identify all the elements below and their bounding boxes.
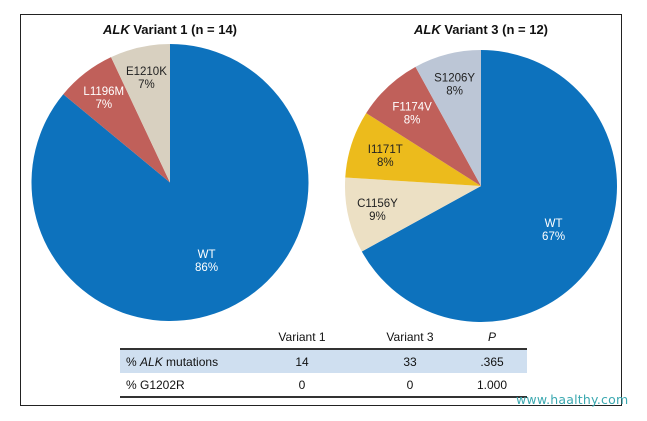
slice-percent-label: 86% xyxy=(195,262,218,274)
table-header-row: Variant 1 Variant 3 P xyxy=(120,328,527,350)
cell-p: 1.000 xyxy=(476,377,508,392)
header-variant-1: Variant 1 xyxy=(278,330,326,344)
slice-percent-label: 7% xyxy=(138,79,155,91)
cell-p: .365 xyxy=(480,354,504,369)
slice-label: E1210K xyxy=(126,66,167,78)
row-label: % ALK mutations xyxy=(126,355,218,369)
slice-label: C1156Y xyxy=(357,198,398,210)
title-text: Variant 3 (n = 12) xyxy=(440,22,549,37)
slice-percent-label: 8% xyxy=(377,157,394,169)
cell-variant-1: 0 xyxy=(298,377,306,392)
slice-percent-label: 8% xyxy=(404,115,421,127)
table-row: % G1202R 0 0 1.000 xyxy=(120,373,527,398)
pie-slice-c1156y xyxy=(345,177,481,252)
slice-label: F1174V xyxy=(392,102,432,114)
title-gene-name: ALK xyxy=(102,22,130,37)
slice-label: WT xyxy=(198,249,216,261)
row-label: % G1202R xyxy=(126,378,185,392)
pie-slice-s1206y xyxy=(415,50,481,186)
watermark: www.haalthy.com xyxy=(516,392,629,407)
pie-slice-f1174v xyxy=(366,66,481,186)
slice-label: I1171T xyxy=(368,144,403,156)
slice-percent-label: 7% xyxy=(95,99,112,111)
slice-percent-label: 67% xyxy=(542,231,565,243)
slice-label: WT xyxy=(545,218,563,230)
row-label-suffix: mutations xyxy=(162,354,219,369)
slice-percent-label: 9% xyxy=(369,211,386,223)
pie-title-variant-3: ALK Variant 3 (n = 12) xyxy=(414,22,548,37)
slice-label: L1196M xyxy=(83,86,124,98)
cell-variant-1: 14 xyxy=(295,354,309,369)
cell-variant-3: 0 xyxy=(406,377,414,392)
title-text: Variant 1 (n = 14) xyxy=(129,22,238,37)
table-row: % ALK mutations 14 33 .365 xyxy=(120,350,527,373)
header-variant-3: Variant 3 xyxy=(386,330,434,344)
slice-label: S1206Y xyxy=(434,72,475,84)
comparison-table: Variant 1 Variant 3 P % ALK mutations 14… xyxy=(120,328,527,398)
row-label-gene: ALK xyxy=(140,354,163,369)
row-label-prefix: % xyxy=(126,354,141,369)
cell-variant-3: 33 xyxy=(403,354,417,369)
pie-title-variant-1: ALK Variant 1 (n = 14) xyxy=(103,22,237,37)
title-gene-name: ALK xyxy=(413,22,441,37)
header-p: P xyxy=(487,330,497,344)
pie-slice-i1171t xyxy=(345,113,481,186)
row-label-prefix: % G1202R xyxy=(126,377,185,392)
pie-slice-e1210k xyxy=(111,44,170,183)
pie-slice-l1196m xyxy=(63,57,170,183)
slice-percent-label: 8% xyxy=(446,85,463,97)
pie-slice-wt xyxy=(361,50,617,322)
